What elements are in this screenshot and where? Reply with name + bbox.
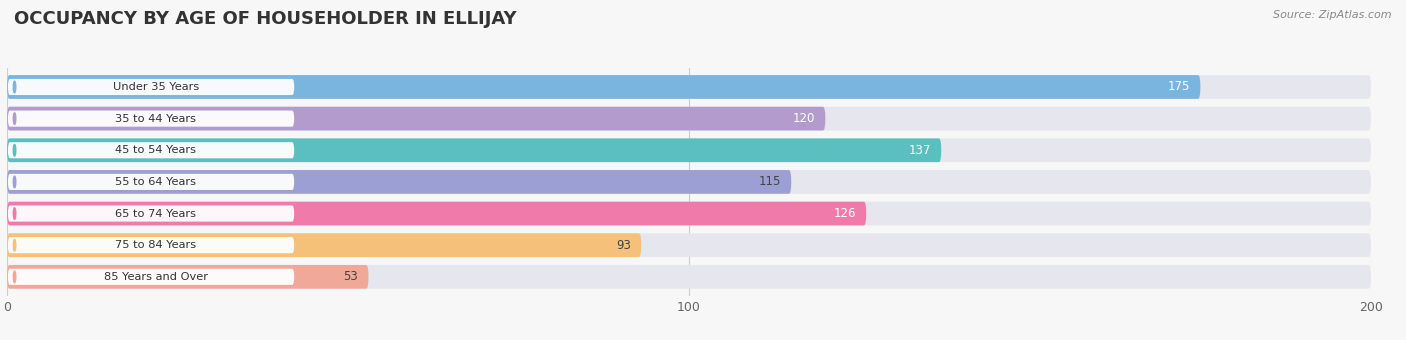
FancyBboxPatch shape: [8, 174, 294, 190]
Circle shape: [13, 239, 15, 251]
FancyBboxPatch shape: [7, 233, 1371, 257]
FancyBboxPatch shape: [7, 75, 1371, 99]
FancyBboxPatch shape: [8, 79, 294, 95]
Circle shape: [13, 144, 15, 156]
Text: OCCUPANCY BY AGE OF HOUSEHOLDER IN ELLIJAY: OCCUPANCY BY AGE OF HOUSEHOLDER IN ELLIJ…: [14, 10, 516, 28]
FancyBboxPatch shape: [7, 202, 866, 225]
FancyBboxPatch shape: [7, 265, 1371, 289]
Circle shape: [13, 271, 15, 283]
FancyBboxPatch shape: [8, 205, 294, 222]
FancyBboxPatch shape: [7, 138, 941, 162]
Circle shape: [13, 208, 15, 219]
Circle shape: [13, 81, 15, 93]
Text: 35 to 44 Years: 35 to 44 Years: [115, 114, 197, 124]
FancyBboxPatch shape: [8, 142, 294, 158]
Text: 126: 126: [834, 207, 856, 220]
FancyBboxPatch shape: [8, 110, 294, 127]
FancyBboxPatch shape: [7, 233, 641, 257]
Text: Source: ZipAtlas.com: Source: ZipAtlas.com: [1274, 10, 1392, 20]
Text: Under 35 Years: Under 35 Years: [112, 82, 198, 92]
FancyBboxPatch shape: [7, 265, 368, 289]
Text: 75 to 84 Years: 75 to 84 Years: [115, 240, 197, 250]
FancyBboxPatch shape: [7, 107, 1371, 131]
Text: 93: 93: [616, 239, 631, 252]
FancyBboxPatch shape: [8, 269, 294, 285]
FancyBboxPatch shape: [7, 138, 1371, 162]
FancyBboxPatch shape: [7, 107, 825, 131]
Text: 45 to 54 Years: 45 to 54 Years: [115, 145, 197, 155]
Text: 175: 175: [1168, 81, 1189, 94]
Text: 65 to 74 Years: 65 to 74 Years: [115, 208, 197, 219]
Circle shape: [13, 176, 15, 188]
Text: 55 to 64 Years: 55 to 64 Years: [115, 177, 197, 187]
Text: 137: 137: [908, 144, 931, 157]
FancyBboxPatch shape: [7, 202, 1371, 225]
FancyBboxPatch shape: [7, 170, 792, 194]
Text: 115: 115: [759, 175, 780, 188]
FancyBboxPatch shape: [7, 170, 1371, 194]
FancyBboxPatch shape: [8, 237, 294, 253]
FancyBboxPatch shape: [7, 75, 1201, 99]
Circle shape: [13, 113, 15, 124]
Text: 120: 120: [793, 112, 815, 125]
Text: 53: 53: [343, 270, 359, 283]
Text: 85 Years and Over: 85 Years and Over: [104, 272, 208, 282]
